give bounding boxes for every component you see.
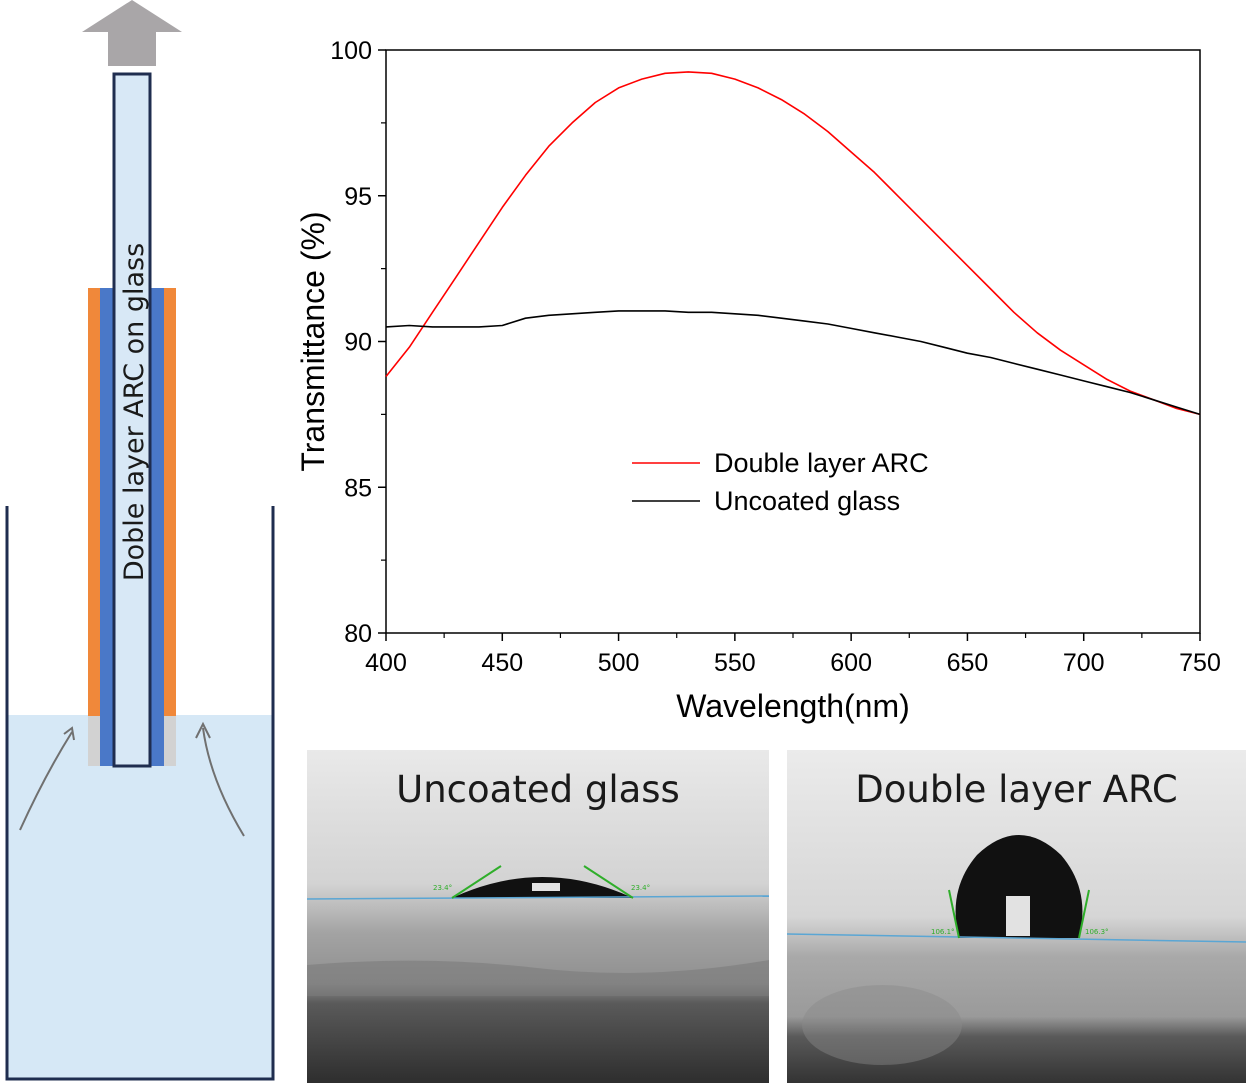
flow-arrow-icon [63,726,75,741]
x-tick-label: 650 [947,649,989,677]
x-tick-label: 450 [481,649,523,677]
x-tick-label: 700 [1063,649,1105,677]
glass-substrate [112,72,152,768]
y-axis-label: Transmittance (%) [295,211,331,471]
water-droplet [955,835,1083,938]
coating-solution [7,715,273,1079]
x-tick-label: 400 [365,649,407,677]
y-tick-label: 90 [344,329,372,357]
y-tick-label: 80 [344,620,372,648]
x-tick-label: 500 [598,649,640,677]
flow-arrow-icon [19,731,73,831]
photo-title: Uncoated glass [396,768,680,811]
contact-angle-right: 106.3° [1085,928,1109,936]
y-tick-label: 100 [330,37,372,65]
contact-angle-photo-arc: Double layer ARC 106.1° 106.3° [787,750,1246,1083]
x-tick-label: 750 [1179,649,1221,677]
legend-label: Uncoated glass [714,486,900,516]
y-tick-label: 95 [344,183,372,211]
y-tick-label: 85 [344,474,372,502]
dip-coating-schematic: Doble layer ARC on glass [5,0,275,1081]
up-arrow-icon [82,0,182,66]
flow-arrow-icon [195,721,211,739]
contact-angle-right: 23.4° [631,884,651,892]
series-line [385,71,1201,416]
sample-label: Doble layer ARC on glass [119,243,150,581]
x-tick-label: 600 [830,649,872,677]
photo-title: Double layer ARC [855,768,1178,811]
transmittance-chart: 400 450 500 550 600 650 700 750 80 85 90 95 100 Wavel… [295,37,1221,724]
flow-arrow-icon [202,727,245,837]
container [5,506,275,1081]
contact-angle-left: 23.4° [433,884,453,892]
contact-angle-photo-uncoated: Uncoated glass 23.4° 23.4° [307,750,769,1083]
contact-angle-left: 106.1° [931,928,955,936]
x-tick-label: 550 [714,649,756,677]
series-line [385,310,1201,416]
legend-label: Double layer ARC [714,448,929,478]
x-axis-label: Wavelength(nm) [676,688,910,724]
plot-frame [385,49,1201,634]
